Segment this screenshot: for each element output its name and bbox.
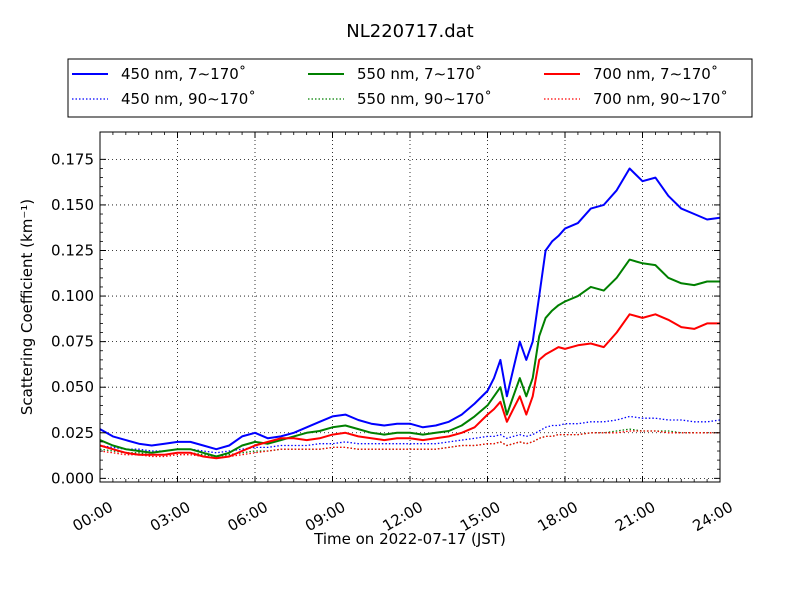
legend: 450 nm, 7∼170˚ 550 nm, 7∼170˚ 700 nm, 7∼17…	[67, 58, 753, 118]
y-tick-label: 0.000	[51, 469, 94, 487]
ticks	[99, 132, 721, 482]
x-tick-label: 06:00	[225, 498, 271, 535]
y-tick-label: 0.050	[51, 378, 94, 396]
y-tick-label: 0.100	[51, 287, 94, 305]
y-tick-label: 0.150	[51, 196, 94, 214]
x-tick-label: 21:00	[612, 498, 658, 535]
x-tick-label: 24:00	[690, 498, 736, 535]
x-tick-label: 00:00	[70, 498, 116, 535]
y-tick-labels: 0.000 0.025 0.050 0.075 0.100 0.125 0.150 0.175	[51, 150, 94, 487]
legend-label-4: 550 nm, 90∼170˚	[357, 90, 492, 108]
x-axis-label: Time on 2022-07-17 (JST)	[313, 530, 506, 548]
x-tick-label: 03:00	[147, 498, 193, 535]
series-line-1	[99, 258, 720, 458]
series-layer	[99, 167, 721, 460]
y-tick-label: 0.075	[51, 333, 94, 351]
y-tick-label: 0.175	[51, 150, 94, 168]
legend-frame	[67, 58, 753, 118]
series-line-0	[99, 167, 721, 451]
y-tick-label: 0.125	[51, 241, 94, 259]
series-line-2	[99, 313, 720, 460]
legend-label-3: 450 nm, 90∼170˚	[121, 90, 256, 108]
legend-label-2: 700 nm, 7∼170˚	[593, 65, 718, 83]
y-tick-label: 0.025	[51, 424, 94, 442]
legend-label-1: 550 nm, 7∼170˚	[357, 65, 482, 83]
series-line-5	[99, 430, 720, 459]
x-tick-label: 18:00	[535, 498, 581, 535]
legend-label-5: 700 nm, 90∼170˚	[593, 90, 728, 108]
chart-title: NL220717.dat	[346, 21, 473, 42]
legend-label-0: 450 nm, 7∼170˚	[121, 65, 246, 83]
series-line-3	[99, 415, 721, 454]
y-axis-label: Scattering Coefficient (km⁻¹)	[18, 199, 36, 415]
